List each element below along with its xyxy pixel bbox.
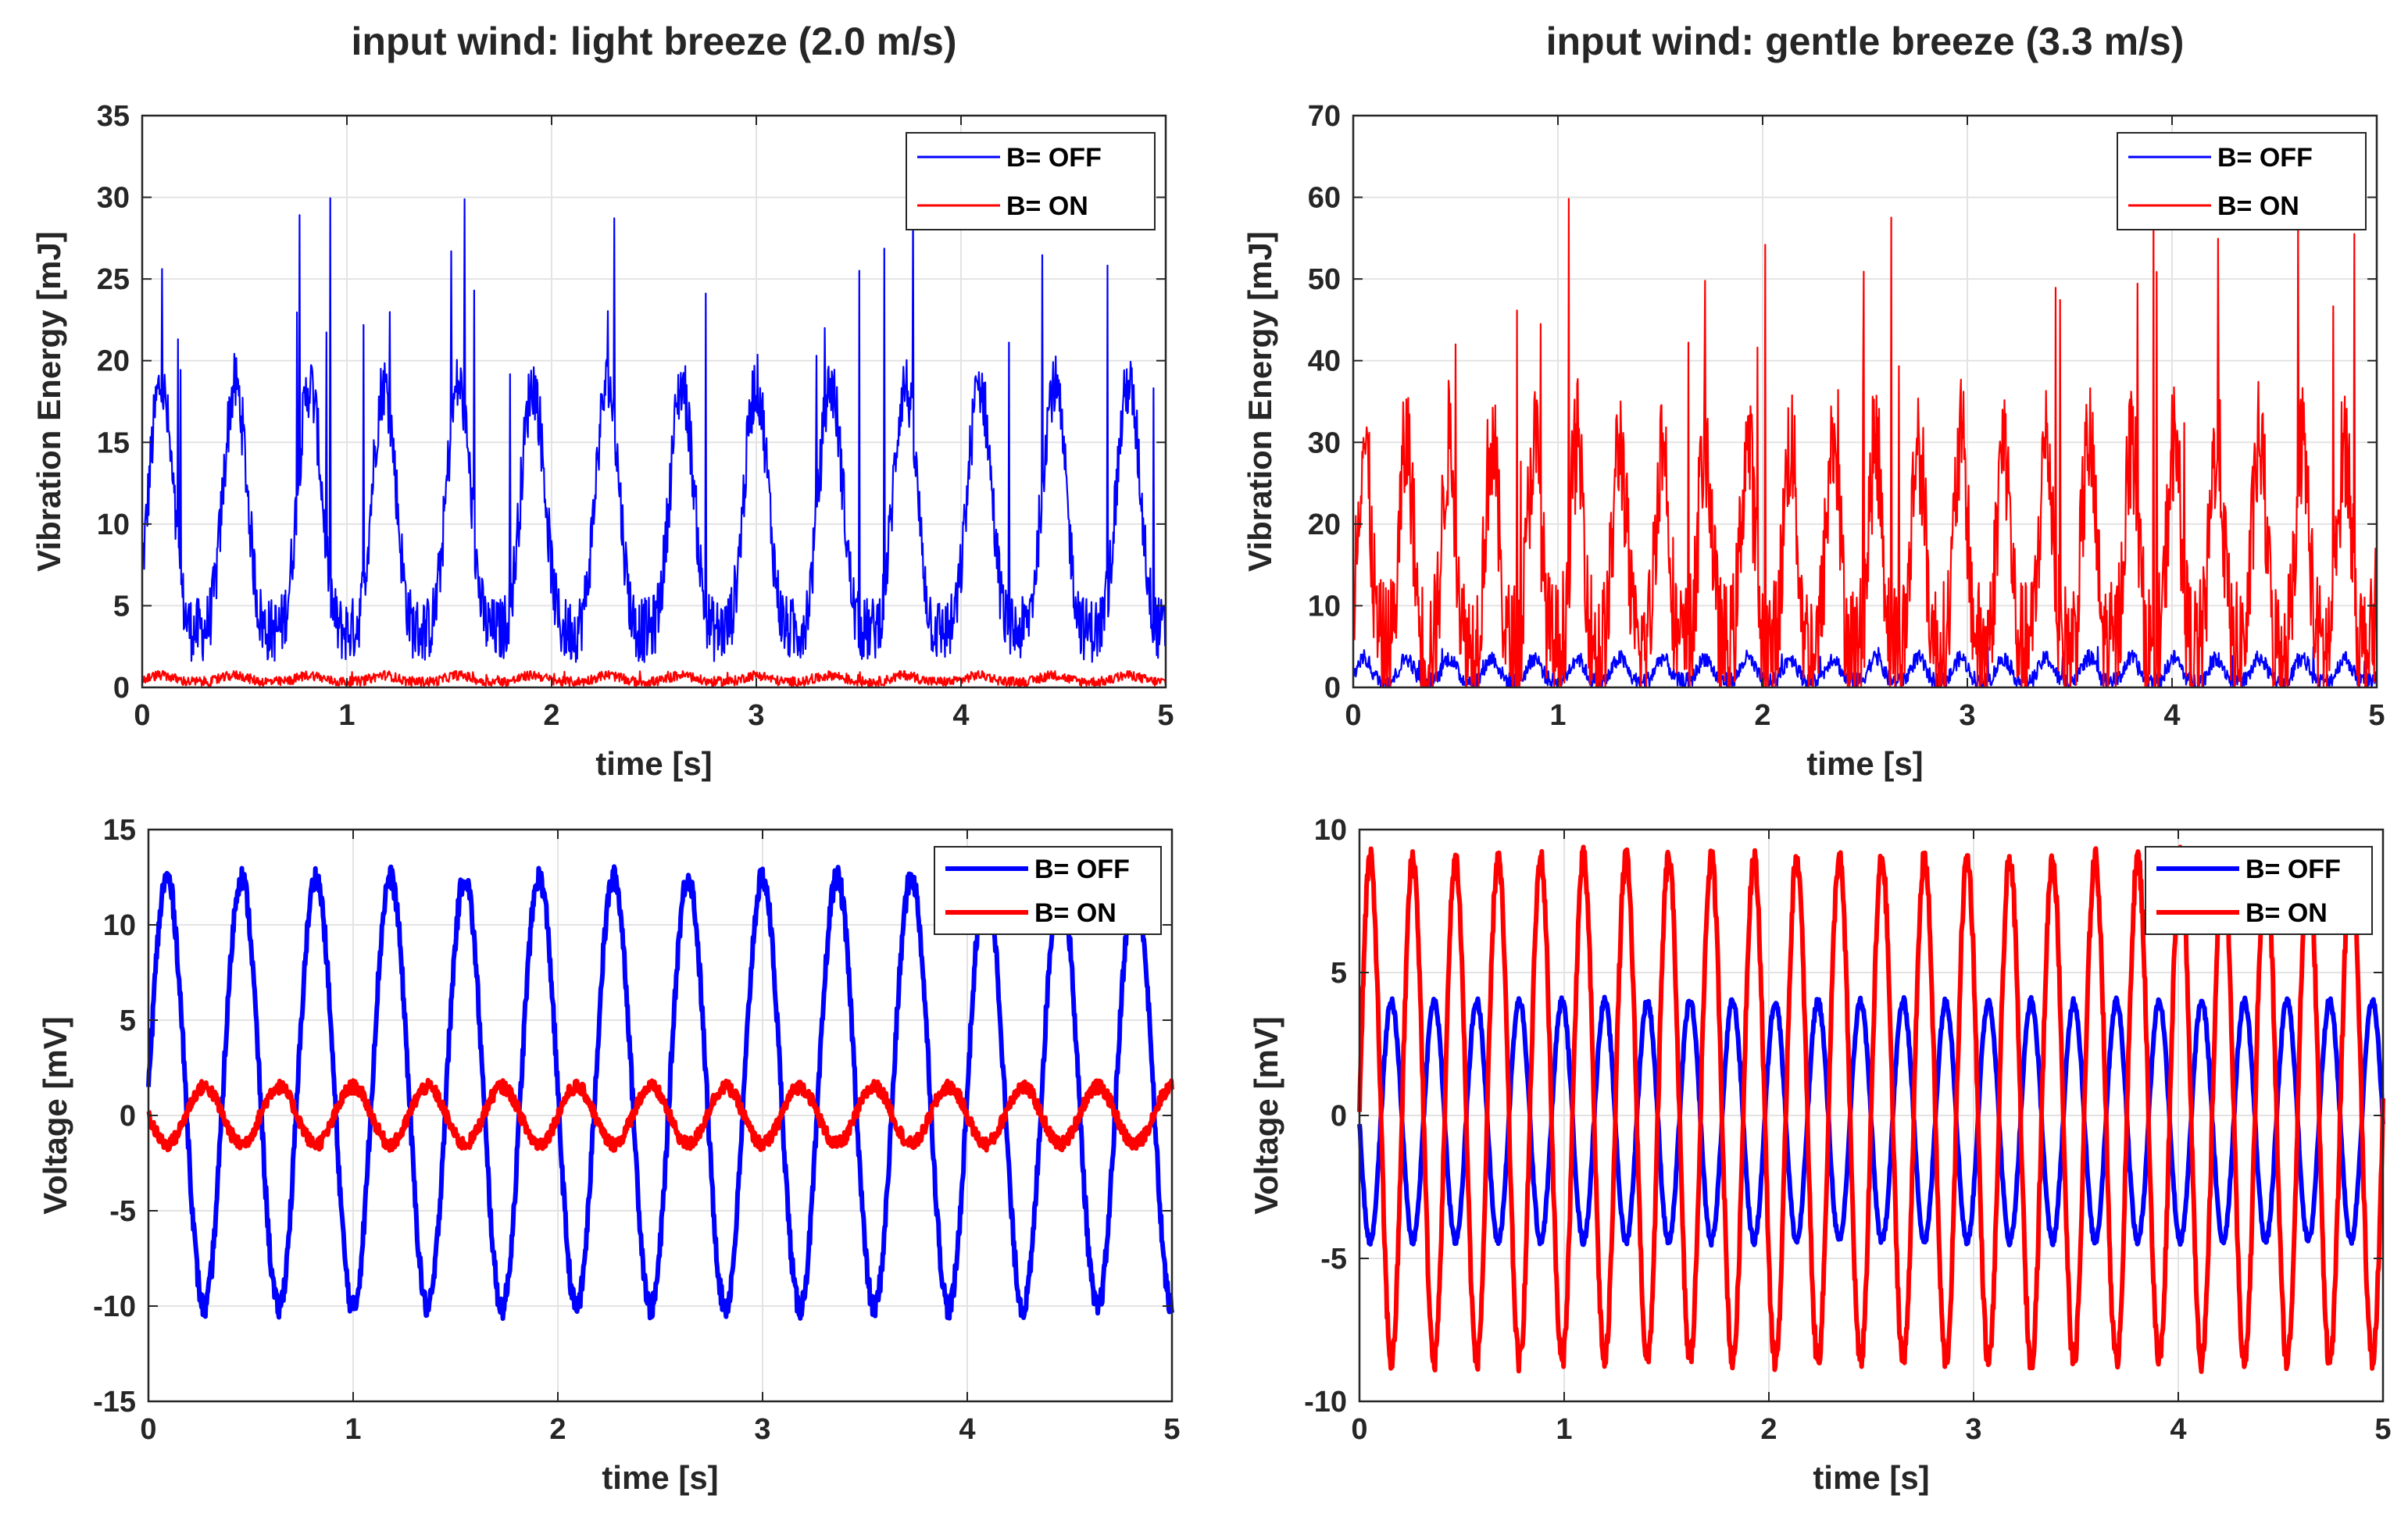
series-line-bon xyxy=(1357,844,2385,1374)
legend-label: B= ON xyxy=(2217,191,2299,221)
chart-panel-4: 0 1 2 3 4 5 -10 -5 0 5 10 time [s] Voltage [mV] B= OF… xyxy=(1248,814,2392,1496)
y-axis-label: Voltage [mV] xyxy=(1248,1016,1284,1215)
legend-label: B= OFF xyxy=(1006,143,1102,173)
y-tick-label: 30 xyxy=(1308,427,1341,459)
y-tick-label: 30 xyxy=(97,182,130,215)
y-tick-label: 40 xyxy=(1308,345,1341,378)
x-tick-label: 1 xyxy=(1556,1413,1572,1446)
legend-label: B= ON xyxy=(1034,898,1116,928)
legend-label: B= OFF xyxy=(1034,855,1130,884)
y-tick-label: 60 xyxy=(1308,182,1341,215)
legend-box xyxy=(2117,132,2367,230)
series-line-bon xyxy=(1352,198,2378,689)
legend-box xyxy=(2145,846,2373,935)
y-tick-label: -5 xyxy=(1320,1243,1347,1276)
legend-label: B= OFF xyxy=(2245,855,2341,884)
legend-label: B= ON xyxy=(1006,191,1088,221)
x-tick-label: 3 xyxy=(754,1413,770,1446)
y-tick-label: 0 xyxy=(1331,1100,1347,1133)
y-tick-label: 15 xyxy=(97,427,130,459)
y-tick-label: 5 xyxy=(120,1005,136,1037)
legend: B= OFF B= ON xyxy=(934,846,1162,935)
x-tick-label: 3 xyxy=(748,699,764,732)
y-tick-label: -5 xyxy=(109,1195,136,1228)
series-line-boff xyxy=(141,197,1167,663)
x-axis-label: time [s] xyxy=(602,1459,718,1496)
y-tick-label: 10 xyxy=(97,509,130,541)
y-tick-label: 50 xyxy=(1308,263,1341,296)
series-line-boff xyxy=(1352,645,2378,689)
axes-box xyxy=(141,114,1167,689)
y-tick-label: 25 xyxy=(97,263,130,296)
x-axis-label: time [s] xyxy=(595,745,712,782)
x-tick-label: 0 xyxy=(140,1413,156,1446)
axes-box xyxy=(1352,114,2378,689)
y-tick-label: -10 xyxy=(1304,1386,1347,1419)
y-tick-label: 0 xyxy=(1324,672,1341,705)
y-tick-label: 20 xyxy=(1308,509,1341,541)
x-tick-label: 3 xyxy=(1965,1413,1981,1446)
y-tick-label: 10 xyxy=(1314,814,1347,847)
x-tick-label: 0 xyxy=(1351,1413,1367,1446)
y-tick-label: 35 xyxy=(97,100,130,133)
x-tick-label: 0 xyxy=(1345,699,1361,732)
chart-title: input wind: gentle breeze (3.3 m/s) xyxy=(1546,20,2185,63)
x-tick-label: 1 xyxy=(338,699,355,732)
chart-panel-1: 0 1 2 3 4 5 0 5 10 15 20 25 30 35 time [s] Vibration En… xyxy=(30,20,1174,782)
y-tick-label: 10 xyxy=(103,909,136,942)
y-axis-label: Vibration Energy [mJ] xyxy=(30,231,67,572)
series-line-boff xyxy=(146,864,1174,1321)
x-tick-label: 1 xyxy=(345,1413,361,1446)
x-tick-label: 5 xyxy=(2368,699,2385,732)
y-tick-label: 0 xyxy=(113,672,130,705)
legend-box xyxy=(934,846,1162,935)
x-tick-label: 3 xyxy=(1959,699,1975,732)
x-tick-label: 2 xyxy=(1754,699,1770,732)
y-tick-label: 15 xyxy=(103,814,136,847)
x-tick-label: 5 xyxy=(2374,1413,2391,1446)
x-axis-label: time [s] xyxy=(1813,1459,1929,1496)
x-tick-label: 5 xyxy=(1163,1413,1180,1446)
legend: B= OFF B= ON xyxy=(906,132,1156,230)
legend: B= OFF B= ON xyxy=(2145,846,2373,935)
x-tick-label: 0 xyxy=(134,699,150,732)
legend-box xyxy=(906,132,1156,230)
y-axis-label: Vibration Energy [mJ] xyxy=(1242,231,1278,572)
chart-panel-3: 0 1 2 3 4 5 -15 -10 -5 0 5 10 15 time [s] Voltage [mV]… xyxy=(37,814,1181,1496)
y-tick-label: -10 xyxy=(93,1290,136,1323)
legend: B= OFF B= ON xyxy=(2117,132,2367,230)
x-axis-label: time [s] xyxy=(1806,745,1923,782)
series-line-bon xyxy=(146,1077,1174,1153)
legend-label: B= ON xyxy=(2245,898,2328,928)
y-tick-label: -15 xyxy=(93,1386,136,1419)
y-tick-label: 0 xyxy=(120,1100,136,1133)
y-tick-label: 5 xyxy=(113,590,130,623)
chart-title: input wind: light breeze (2.0 m/s) xyxy=(351,20,956,63)
series-line-bon xyxy=(141,669,1167,688)
y-tick-label: 10 xyxy=(1308,590,1341,623)
y-axis-label: Voltage [mV] xyxy=(37,1016,73,1215)
x-tick-label: 4 xyxy=(2170,1413,2186,1446)
x-tick-label: 4 xyxy=(2163,699,2180,732)
x-tick-label: 5 xyxy=(1157,699,1174,732)
y-tick-label: 20 xyxy=(97,345,130,378)
y-tick-label: 70 xyxy=(1308,100,1341,133)
x-tick-label: 2 xyxy=(543,699,559,732)
x-tick-label: 2 xyxy=(549,1413,566,1446)
x-tick-label: 4 xyxy=(952,699,969,732)
x-tick-label: 4 xyxy=(959,1413,975,1446)
x-tick-label: 1 xyxy=(1549,699,1566,732)
x-tick-label: 2 xyxy=(1760,1413,1777,1446)
y-tick-label: 5 xyxy=(1331,957,1347,990)
legend-label: B= OFF xyxy=(2217,143,2313,173)
